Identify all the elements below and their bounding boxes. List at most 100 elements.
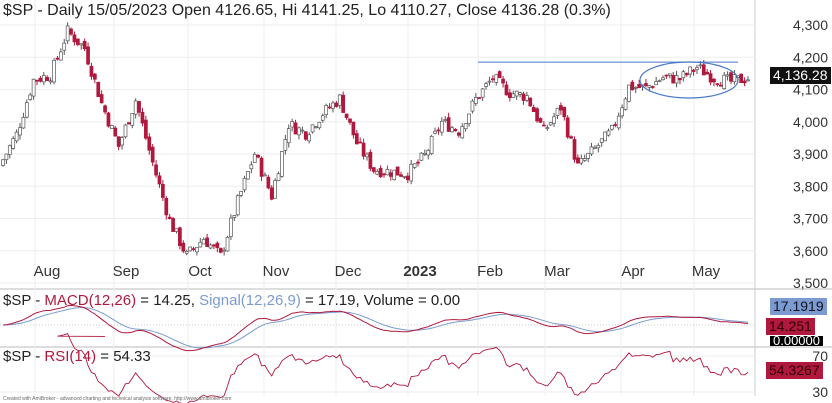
candle [565,115,570,139]
candle [657,79,662,83]
candle-body [184,250,189,254]
candle [742,77,747,87]
candle-body [630,81,635,91]
candle [494,74,499,86]
volume-tag: 0.00000 [770,336,823,346]
candle [388,169,393,181]
candle-body [259,157,264,177]
candle [344,113,349,120]
candle [259,156,264,182]
candle [48,77,53,85]
candle [412,163,417,169]
candle [725,71,730,81]
candle [290,118,295,132]
candle [545,124,550,131]
candle [480,87,485,101]
price-tick-label: 4,100 [793,82,828,98]
candle-body [300,129,305,132]
candle-body [286,128,291,144]
candle [116,136,121,151]
candle-body [637,83,641,89]
candle [569,135,573,139]
candle [246,171,250,180]
candle [542,121,546,127]
candle-body [616,115,621,129]
candle-body [650,86,655,88]
candle [555,107,560,120]
candle-body [545,127,550,129]
candle [184,249,189,256]
candle [610,124,614,131]
candle [456,131,461,138]
signal-tag: 17.1919 [770,298,827,315]
macd-line [2,304,749,352]
candle [201,237,206,245]
month-label: Mar [544,263,570,280]
candle [35,79,39,86]
price-tick-label: 3,900 [793,146,828,162]
candle [708,69,713,86]
candle [38,76,43,83]
candle [511,90,516,98]
candle [171,217,175,232]
candle-body [610,124,614,130]
candle-body [460,126,465,139]
candle-body [252,153,257,163]
candle-body [106,112,111,127]
candle-body [79,43,84,46]
candle [419,152,424,162]
candle-body [647,85,652,88]
candle-body [725,74,730,77]
candle-body [303,131,308,140]
candle-body [4,153,9,161]
candle [242,175,247,193]
candle-body [439,120,444,133]
signal-label: Signal(12,26,9) [199,292,301,309]
candle-body [65,25,70,42]
candle [477,97,482,99]
candle-body [358,141,363,144]
candle-body [695,67,699,70]
candle-body [715,83,720,86]
candle-body [331,102,335,109]
candle [195,246,199,256]
candle [208,243,213,250]
candle [739,73,744,84]
candle [7,144,12,159]
candle-body [542,124,546,127]
rsi-tag: 54.3267 [766,362,823,379]
candle [409,159,414,185]
candle-body [75,38,80,45]
candle [654,76,659,86]
candle-body [511,93,516,98]
candle-body [171,218,175,232]
candle [528,97,533,107]
candle-body [225,236,230,252]
candle-body [72,34,77,43]
candle [65,22,70,44]
price-tick-label: 3,500 [793,275,828,291]
candle-body [188,246,192,252]
candle-body [627,84,631,102]
candle-body [701,64,706,76]
candle-body [324,105,329,116]
candle [644,79,648,88]
candle-body [14,131,19,142]
candle-body [137,101,141,113]
candle-body [474,97,478,104]
candle-body [484,83,488,87]
candle-body [69,28,73,35]
candle-body [572,139,577,160]
candle [212,243,216,250]
candle [127,122,131,125]
candle-body [599,138,604,144]
candle-body [684,73,689,76]
candle [371,167,376,174]
candle-body [110,125,114,129]
candle [69,27,73,36]
candle-body [593,146,597,149]
candle-body [154,164,158,176]
candle-body [603,131,607,142]
candle [198,237,203,248]
candle [416,159,420,167]
